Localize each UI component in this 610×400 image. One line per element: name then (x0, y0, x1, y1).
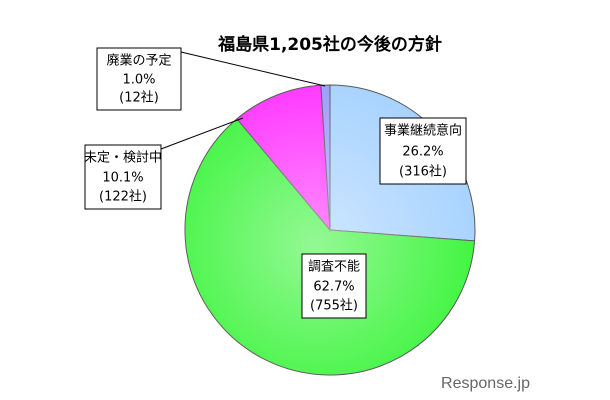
value-label: 10.1% (102, 171, 143, 186)
value-label: 1.0% (122, 73, 155, 88)
count-label: (755社) (310, 298, 358, 314)
count-label: (12社) (119, 90, 159, 106)
category-label: 廃業の予定 (106, 53, 171, 69)
leader-line (160, 117, 244, 150)
watermark: Response.jp (441, 375, 530, 392)
count-label: (316社) (399, 164, 447, 180)
category-label: 事業継続意向 (384, 123, 462, 139)
category-label: 未定・検討中 (84, 150, 162, 166)
value-label: 62.7% (313, 280, 354, 295)
chart-title: 福島県1,205社の今後の方針 (217, 34, 442, 55)
label-box (379, 117, 467, 185)
value-label: 26.2% (402, 145, 443, 160)
count-label: (122社) (99, 189, 147, 205)
labels: 事業継続意向 26.2% (316社) 調査不能 62.7% (755社) 未定・検討中 10… (84, 47, 467, 319)
category-label: 調査不能 (308, 260, 360, 275)
leader-line (180, 51, 326, 87)
label-box (84, 144, 162, 210)
label-box (96, 47, 182, 111)
label-box (301, 253, 367, 319)
